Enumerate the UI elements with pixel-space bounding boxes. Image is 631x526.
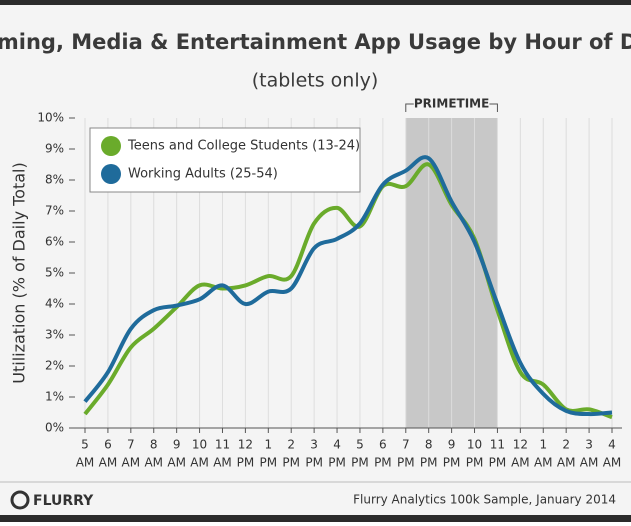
x-tick-label: 2	[562, 438, 570, 452]
y-tick-label: 4%	[45, 297, 64, 311]
x-tick-label: 4	[333, 438, 341, 452]
legend-box	[89, 127, 361, 193]
x-tick-label: 10	[467, 438, 482, 452]
y-tick-label: 7%	[45, 204, 64, 218]
y-tick-label: 6%	[45, 235, 64, 249]
highlight-label: PRIMETIME	[414, 97, 489, 111]
x-tick-label: 12	[238, 438, 253, 452]
x-tick-label: 5	[81, 438, 89, 452]
x-tick-period: AM	[99, 456, 118, 470]
x-tick-period: AM	[557, 456, 576, 470]
legend-label: Working Adults (25-54)	[128, 167, 278, 182]
x-tick-period: PM	[328, 456, 346, 470]
x-tick-period: PM	[397, 456, 415, 470]
x-tick-label: 7	[127, 438, 135, 452]
chart-subtitle: (tablets only)	[252, 70, 379, 92]
x-tick-period: PM	[305, 456, 323, 470]
legend-swatch	[101, 164, 121, 184]
y-tick-label: 5%	[45, 266, 64, 280]
y-tick-label: 1%	[45, 390, 64, 404]
top-bar	[0, 0, 631, 5]
x-tick-period: PM	[466, 456, 484, 470]
y-tick-label: 9%	[45, 142, 64, 156]
x-tick-label: 6	[104, 438, 112, 452]
x-tick-period: AM	[76, 456, 95, 470]
x-tick-label: 8	[150, 438, 158, 452]
x-tick-label: 3	[585, 438, 593, 452]
x-tick-period: AM	[534, 456, 553, 470]
x-tick-label: 6	[379, 438, 387, 452]
y-axis-label: Utilization (% of Daily Total)	[10, 162, 29, 383]
source: Flurry Analytics 100k Sample, January 20…	[353, 493, 616, 507]
x-tick-period: AM	[167, 456, 186, 470]
x-tick-label: 11	[490, 438, 505, 452]
x-tick-period: PM	[237, 456, 255, 470]
y-tick-label: 3%	[45, 328, 64, 342]
x-tick-period: PM	[260, 456, 278, 470]
logo-icon	[10, 490, 30, 510]
x-tick-label: 5	[356, 438, 364, 452]
x-tick-period: AM	[144, 456, 163, 470]
x-tick-period: PM	[443, 456, 461, 470]
x-tick-period: AM	[603, 456, 622, 470]
x-tick-label: 12	[513, 438, 528, 452]
y-tick-label: 10%	[37, 111, 64, 125]
x-tick-period: AM	[213, 456, 232, 470]
x-tick-period: PM	[351, 456, 369, 470]
x-tick-label: 7	[402, 438, 410, 452]
y-tick-label: 0%	[45, 421, 64, 435]
x-tick-period: AM	[580, 456, 599, 470]
y-tick-label: 2%	[45, 359, 64, 373]
y-tick-label: 8%	[45, 173, 64, 187]
logo: FLURRY	[33, 493, 94, 509]
x-tick-label: 2	[287, 438, 295, 452]
x-tick-label: 9	[173, 438, 181, 452]
x-tick-period: PM	[374, 456, 392, 470]
x-tick-period: PM	[489, 456, 507, 470]
legend-label: Teens and College Students (13-24)	[127, 139, 360, 154]
x-tick-label: 3	[310, 438, 318, 452]
x-tick-label: 9	[448, 438, 456, 452]
x-tick-period: AM	[190, 456, 209, 470]
chart-title: Gaming, Media & Entertainment App Usage …	[0, 30, 631, 54]
legend-swatch	[101, 136, 121, 156]
x-tick-label: 4	[608, 438, 616, 452]
x-tick-label: 10	[192, 438, 207, 452]
x-tick-label: 1	[264, 438, 272, 452]
x-tick-label: 11	[215, 438, 230, 452]
bottom-bar	[0, 515, 631, 522]
series-line	[83, 155, 613, 417]
x-tick-period: AM	[511, 456, 530, 470]
x-tick-label: 1	[539, 438, 547, 452]
x-tick-period: AM	[122, 456, 141, 470]
highlight-bracket	[405, 103, 498, 112]
x-tick-period: PM	[420, 456, 438, 470]
x-tick-label: 8	[425, 438, 433, 452]
x-tick-period: PM	[282, 456, 300, 470]
series-line	[83, 162, 613, 420]
